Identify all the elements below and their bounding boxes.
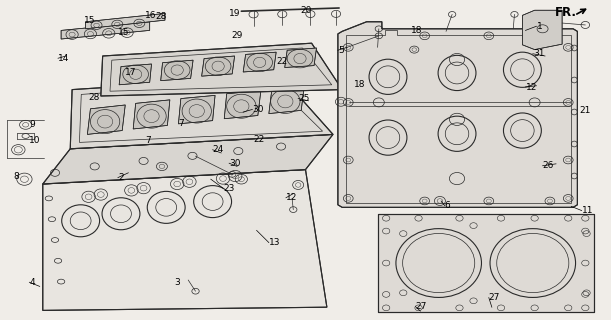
Text: 27: 27 — [489, 293, 500, 302]
Text: 26: 26 — [543, 161, 554, 170]
Polygon shape — [61, 22, 150, 39]
Text: 3: 3 — [174, 278, 180, 287]
Text: 30: 30 — [229, 159, 241, 168]
Text: 20: 20 — [301, 6, 312, 15]
Text: 10: 10 — [29, 136, 41, 145]
Text: 13: 13 — [269, 238, 280, 247]
Text: 24: 24 — [213, 145, 224, 154]
Text: 28: 28 — [156, 12, 167, 21]
Text: 31: 31 — [533, 49, 544, 58]
Text: 25: 25 — [298, 94, 310, 103]
Text: 18: 18 — [411, 26, 422, 35]
Text: FR.: FR. — [555, 6, 577, 19]
Text: 9: 9 — [29, 120, 35, 129]
Polygon shape — [70, 76, 333, 149]
Polygon shape — [224, 91, 261, 119]
Polygon shape — [87, 105, 125, 134]
Polygon shape — [43, 170, 327, 310]
Text: 21: 21 — [579, 106, 591, 115]
Text: 16: 16 — [145, 11, 157, 20]
Polygon shape — [43, 134, 333, 184]
Polygon shape — [202, 56, 235, 76]
Text: 5: 5 — [338, 46, 343, 55]
Text: 29: 29 — [231, 31, 243, 40]
Polygon shape — [86, 13, 165, 29]
Text: 23: 23 — [223, 184, 235, 193]
Text: 11: 11 — [582, 206, 593, 215]
Polygon shape — [178, 95, 215, 124]
Text: 28: 28 — [89, 93, 100, 102]
Text: 22: 22 — [254, 135, 265, 144]
Text: 2: 2 — [118, 173, 123, 182]
Text: 19: 19 — [229, 9, 241, 18]
Text: 4: 4 — [29, 278, 35, 287]
Text: 30: 30 — [252, 105, 264, 114]
Polygon shape — [243, 52, 276, 72]
Polygon shape — [269, 86, 304, 114]
Polygon shape — [161, 60, 193, 81]
Polygon shape — [285, 48, 316, 68]
Text: 22: 22 — [277, 57, 288, 66]
Polygon shape — [133, 100, 170, 129]
Text: 18: 18 — [354, 80, 366, 89]
Polygon shape — [101, 43, 342, 96]
Text: 15: 15 — [118, 28, 130, 37]
Text: 1: 1 — [536, 22, 542, 31]
Text: 17: 17 — [125, 68, 137, 77]
Polygon shape — [522, 10, 562, 50]
Polygon shape — [378, 214, 594, 312]
Polygon shape — [119, 64, 152, 85]
Text: 14: 14 — [58, 54, 70, 63]
Text: 12: 12 — [286, 193, 298, 202]
Polygon shape — [338, 22, 577, 207]
Text: 12: 12 — [525, 83, 537, 92]
Text: 7: 7 — [178, 119, 184, 128]
Text: 8: 8 — [13, 172, 19, 181]
Text: 15: 15 — [84, 16, 96, 25]
Text: 6: 6 — [445, 201, 450, 210]
Text: 7: 7 — [145, 136, 151, 145]
Text: 27: 27 — [415, 302, 427, 311]
